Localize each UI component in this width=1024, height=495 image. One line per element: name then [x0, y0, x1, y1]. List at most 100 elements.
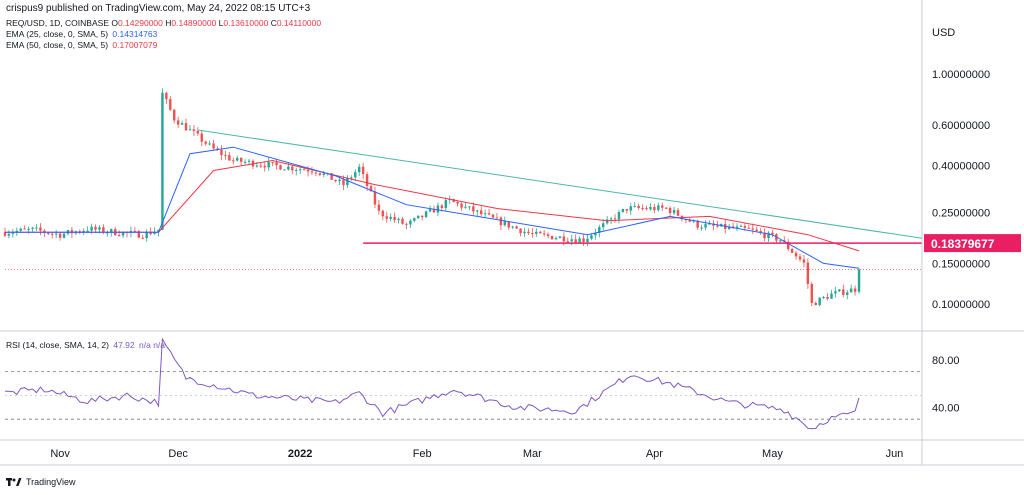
- candle-down: [184, 123, 188, 131]
- candle-down: [204, 141, 207, 144]
- candle-up: [672, 210, 676, 214]
- candle-up: [633, 205, 636, 207]
- rsi-value: 47.92: [113, 340, 135, 350]
- candle-down: [763, 232, 766, 239]
- candle-up: [779, 240, 782, 242]
- candle-up: [727, 226, 731, 229]
- current-price-tag: [924, 234, 1021, 253]
- candle-down: [743, 225, 747, 228]
- candle-down: [377, 204, 381, 211]
- time-tick-label: Feb: [413, 448, 432, 460]
- rsi-na: n/a n/a: [139, 340, 166, 350]
- candle-down: [539, 231, 542, 234]
- candle-up: [409, 220, 412, 225]
- candle-down: [515, 226, 518, 229]
- candle-down: [176, 120, 180, 125]
- time-tick-label: Dec: [168, 448, 188, 460]
- candle-down: [365, 174, 369, 187]
- candle-up: [511, 226, 514, 228]
- candle-down: [393, 216, 396, 221]
- candle-up: [413, 218, 416, 221]
- price-tick-label: 0.40000000: [932, 160, 990, 172]
- ema50-label: EMA (50, close, 0, SMA, 5): [6, 40, 109, 50]
- candle-down: [432, 208, 436, 213]
- rsi-line: [4, 337, 860, 430]
- candle-down: [385, 216, 388, 219]
- rsi-legend[interactable]: RSI (14, close, SMA, 14, 2) 47.92 n/a n/…: [6, 340, 165, 350]
- candle-down: [3, 232, 7, 236]
- candle-down: [653, 207, 656, 211]
- candle-down: [361, 166, 365, 175]
- candle-up: [649, 207, 652, 210]
- candle-down: [137, 231, 141, 238]
- candle-down: [94, 226, 97, 230]
- candle-up: [739, 225, 743, 227]
- rsi-label: RSI (14, close, SMA, 14, 2): [6, 340, 109, 350]
- candle-up: [54, 233, 58, 235]
- indicator-lines: [5, 129, 923, 270]
- candle-down: [173, 109, 176, 121]
- ema25-legend[interactable]: EMA (25, close, 0, SMA, 5) 0.14314763: [6, 29, 157, 39]
- axes: USD 1.00000000 0.60000000 0.40000000 0.25000…: [0, 0, 1024, 466]
- candle-up: [822, 297, 825, 299]
- ohlc-key: C: [268, 18, 277, 28]
- candle-up: [598, 227, 601, 233]
- candle-up: [287, 166, 290, 170]
- candlestick-series[interactable]: [3, 88, 861, 307]
- candle-up: [444, 200, 448, 209]
- candle-down: [291, 166, 294, 171]
- candle-up: [27, 228, 30, 230]
- candle-up: [247, 160, 251, 162]
- candle-down: [306, 169, 310, 172]
- tradingview-footer[interactable]: TradingView: [6, 477, 76, 487]
- candle-down: [546, 234, 550, 236]
- candle-down: [196, 130, 200, 134]
- candle-down: [369, 186, 373, 192]
- candle-down: [798, 256, 802, 260]
- candle-down: [771, 232, 774, 235]
- candle-down: [499, 217, 503, 226]
- current-price-label: 0.18379677: [931, 237, 995, 251]
- candle-down: [519, 228, 522, 234]
- candle-down: [133, 230, 137, 232]
- candle-up: [834, 291, 837, 294]
- candle-up: [846, 292, 849, 295]
- candle-up: [417, 215, 420, 219]
- candle-down: [747, 227, 751, 229]
- candle-up: [157, 229, 160, 232]
- candle-up: [354, 172, 357, 178]
- candle-down: [495, 217, 499, 219]
- candle-up: [31, 227, 34, 229]
- candle-up: [11, 232, 15, 234]
- candle-down: [271, 162, 274, 164]
- candle-up: [389, 216, 392, 219]
- candle-down: [420, 215, 424, 218]
- candle-down: [641, 208, 644, 210]
- candle-down: [712, 223, 715, 226]
- time-tick-label: Mar: [523, 448, 542, 460]
- symbol-legend[interactable]: REQ/USD, 1D, COINBASE O0.14290000 H0.148…: [6, 18, 321, 28]
- candle-up: [424, 211, 428, 218]
- candle-down: [842, 289, 845, 295]
- candle-down: [790, 249, 794, 253]
- symbol-label: REQ/USD, 1D, COINBASE: [6, 18, 109, 28]
- candle-down: [566, 241, 570, 243]
- candle-up: [82, 230, 85, 233]
- candle-up: [62, 233, 66, 238]
- ema50-line: [5, 159, 860, 252]
- time-tick-label: 2022: [288, 448, 312, 460]
- ema25-label: EMA (25, close, 0, SMA, 5): [6, 29, 109, 39]
- ema50-legend[interactable]: EMA (50, close, 0, SMA, 5) 0.17007079: [6, 40, 157, 50]
- candle-down: [806, 262, 810, 284]
- time-tick-label: Jun: [886, 448, 904, 460]
- candle-up: [830, 293, 833, 299]
- candle-up: [153, 231, 156, 235]
- candle-up: [350, 177, 353, 179]
- candle-up: [605, 219, 609, 224]
- candle-down: [460, 203, 463, 208]
- candle-up: [586, 238, 589, 243]
- time-tick-label: Nov: [50, 448, 70, 460]
- candle-up: [35, 227, 38, 229]
- candle-up: [657, 205, 660, 211]
